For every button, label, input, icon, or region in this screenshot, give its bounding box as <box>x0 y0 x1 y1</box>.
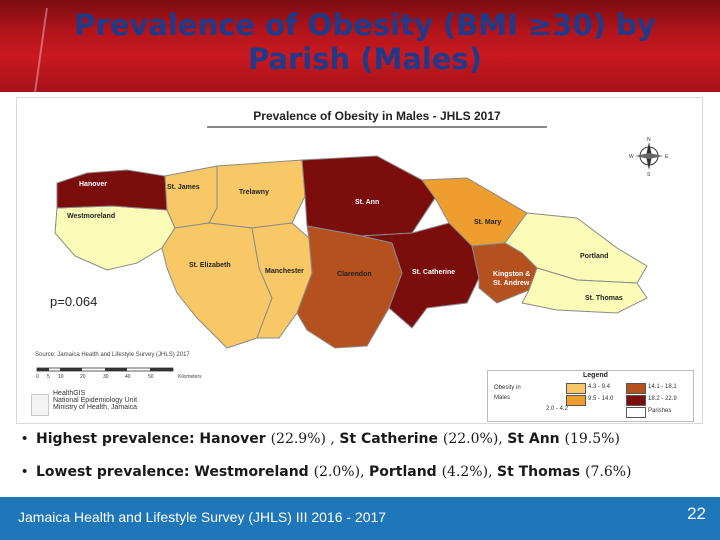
ministry-crest-icon <box>31 394 49 416</box>
bullet-highest: • Highest prevalence: Hanover (22.9%) , … <box>22 430 702 448</box>
prevalence-value: (4.2%), <box>441 464 497 480</box>
parish-st-james <box>164 165 218 229</box>
parish-manchester <box>251 222 313 339</box>
compass-w: W <box>629 154 634 160</box>
bullet-dot: • <box>22 463 28 480</box>
p-value: p=0.064 <box>50 294 98 309</box>
org-line: HealthGIS <box>53 390 86 397</box>
prevalence-value: (22.9%) , <box>270 431 340 447</box>
label-st-thomas: St. Thomas <box>585 295 623 302</box>
legend-label: 14.1 - 18.1 <box>648 384 677 390</box>
parish-name: St Catherine <box>339 431 443 447</box>
parish-name: Portland <box>368 464 442 480</box>
map-legend: Legend Obesity in Males 4.3 - 9.4 9.5 - … <box>487 370 694 422</box>
parish-st-thomas <box>521 267 648 314</box>
parish-name: St Thomas <box>496 464 586 480</box>
legend-label: 18.2 - 22.9 <box>648 396 677 402</box>
jamaica-map: Hanover St. James Trelawny St. Ann Westm… <box>54 155 648 349</box>
legend-label: 2.0 - 4.2 <box>546 406 569 412</box>
compass-s: S <box>647 172 651 176</box>
label-st-elizabeth: St. Elizabeth <box>189 262 231 269</box>
scale-unit: Kilometers <box>178 374 202 380</box>
org-line: National Epidemiology Unit <box>53 397 138 404</box>
bullet-lowest: • Lowest prevalence: Westmoreland (2.0%)… <box>22 463 702 481</box>
label-st-catherine: St. Catherine <box>412 269 455 276</box>
prevalence-value: (22.0%), <box>442 431 508 447</box>
findings-list: • Highest prevalence: Hanover (22.9%) , … <box>22 430 702 496</box>
prevalence-value: (19.5%) <box>564 431 620 447</box>
legend-label: 4.3 - 9.4 <box>588 384 611 390</box>
bullet-lead: Highest prevalence: <box>36 431 200 447</box>
label-kingston-line1: Kingston & <box>493 271 530 278</box>
parish-st-catherine <box>361 222 480 329</box>
parish-hanover <box>56 169 168 211</box>
bullet-dot: • <box>22 430 28 447</box>
scale-tick: 10 <box>58 374 64 380</box>
scale-tick: 40 <box>125 374 131 380</box>
footer-bar: Jamaica Health and Lifestyle Survey (JHL… <box>0 497 720 540</box>
label-portland: Portland <box>580 253 608 260</box>
compass-rose-icon: N S W E <box>629 137 669 176</box>
map-title: Prevalence of Obesity in Males - JHLS 20… <box>253 109 501 123</box>
bullet-lead: Lowest prevalence: <box>36 464 195 480</box>
label-manchester: Manchester <box>265 268 304 275</box>
map-source: Source: Jamaica Health and Lifestyle Sur… <box>35 352 190 358</box>
legend-swatch <box>626 395 646 406</box>
legend-swatch <box>566 383 586 394</box>
label-st-james: St. James <box>167 184 200 191</box>
compass-e: E <box>665 154 669 160</box>
label-clarendon: Clarendon <box>337 271 372 278</box>
bullet-rest: Hanover (22.9%) , St Catherine (22.0%), … <box>199 430 620 447</box>
slide-title: Prevalence of Obesity (BMI ≥30) by Paris… <box>74 8 656 76</box>
prevalence-value: (2.0%), <box>313 464 369 480</box>
parish-st-ann <box>301 155 436 237</box>
legend-swatch <box>626 407 646 418</box>
parish-st-elizabeth <box>161 222 273 349</box>
label-st-mary: St. Mary <box>474 219 501 226</box>
compass-n: N <box>647 137 651 143</box>
scale-bar: 0 5 10 20 30 40 50 <box>36 367 174 380</box>
scale-tick: 20 <box>80 374 86 380</box>
legend-measure-line: Males <box>494 395 511 401</box>
label-st-ann: St. Ann <box>355 199 379 206</box>
label-trelawny: Trelawny <box>239 189 269 196</box>
parish-name: Hanover <box>199 431 271 447</box>
scale-tick: 0 <box>36 374 39 380</box>
title-bar: Prevalence of Obesity (BMI ≥30) by Paris… <box>0 0 720 92</box>
map-title-rule <box>207 126 547 128</box>
label-westmoreland: Westmoreland <box>67 213 115 220</box>
footer-text: Jamaica Health and Lifestyle Survey (JHL… <box>18 509 387 525</box>
prevalence-value: (7.6%) <box>585 464 632 480</box>
org-line: Ministry of Health, Jamaica <box>53 404 138 411</box>
parish-clarendon <box>296 225 403 349</box>
legend-swatch <box>626 383 646 394</box>
parish-name: St Ann <box>507 431 565 447</box>
label-hanover: Hanover <box>79 181 107 188</box>
legend-swatch <box>566 395 586 406</box>
map-figure: Prevalence of Obesity in Males - JHLS 20… <box>16 97 703 424</box>
bullet-rest: Westmoreland (2.0%), Portland (4.2%), St… <box>194 463 631 480</box>
legend-label: 9.5 - 14.0 <box>588 396 614 402</box>
legend-measure-line: Obesity in <box>494 385 521 391</box>
scale-tick: 30 <box>103 374 109 380</box>
parish-name: Westmoreland <box>194 464 314 480</box>
legend-title: Legend <box>583 372 608 379</box>
scale-tick: 50 <box>148 374 154 380</box>
page-number: 22 <box>687 504 706 523</box>
label-kingston-line2: St. Andrew <box>493 280 530 287</box>
scale-tick: 5 <box>47 374 50 380</box>
legend-label: Parishes <box>648 408 672 414</box>
legend-measure: Obesity in Males <box>494 383 534 403</box>
org-credits: HealthGIS National Epidemiology Unit Min… <box>53 390 137 411</box>
